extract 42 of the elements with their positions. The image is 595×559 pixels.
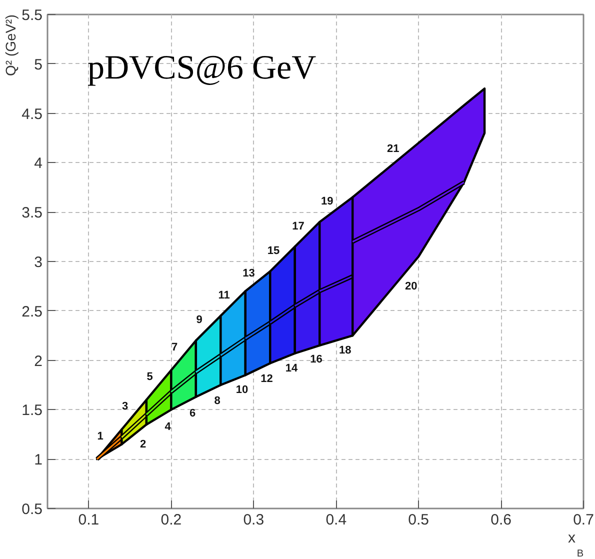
annotation: 14 — [285, 362, 299, 374]
y-tick-label: 3.5 — [22, 204, 43, 222]
y-axis-title: Q² (GeV²) — [2, 14, 18, 76]
annotation: 1 — [97, 430, 104, 442]
y-tick-label: 1.5 — [22, 402, 43, 420]
x-tick-label: 0.2 — [160, 512, 182, 528]
annotation: 20 — [404, 280, 418, 292]
annotation: 7 — [172, 341, 178, 354]
x-tick-label: 0.7 — [573, 512, 594, 528]
annotation: 16 — [310, 353, 322, 366]
annotation: 4 — [164, 421, 172, 434]
annotation: 13 — [242, 267, 255, 280]
y-tick-label: 5.5 — [22, 7, 43, 24]
y-tick-label: 0.5 — [22, 501, 43, 518]
text: pDVCS@6 GeV — [88, 50, 317, 86]
annotation: 19 — [321, 196, 334, 208]
annotation: 8 — [214, 394, 220, 407]
x-tick-label: 0.4 — [326, 512, 347, 528]
annotation: 2 — [140, 438, 146, 450]
y-tick-label: 4 — [34, 155, 42, 172]
x-axis-title: xB — [568, 530, 584, 559]
y-tick-label: 3 — [34, 254, 42, 271]
annotation: 6 — [190, 407, 196, 420]
annotation: 18 — [339, 344, 352, 357]
annotation: 9 — [196, 314, 202, 326]
annotation: 15 — [267, 245, 280, 258]
annotation: 11 — [218, 289, 230, 302]
annotation: 3 — [122, 400, 128, 413]
y-tick-label: 1 — [34, 452, 42, 469]
y-tick-label: 2.5 — [22, 303, 43, 320]
x-tick-label: 0.5 — [408, 512, 430, 528]
x-tick-label: 0.3 — [243, 512, 264, 528]
annotation: 12 — [260, 373, 273, 386]
y-tick-label: 4.5 — [22, 106, 43, 123]
y-tick-label: 5 — [34, 56, 42, 74]
x-tick-label: 0.6 — [490, 512, 512, 528]
annotation: 5 — [146, 371, 153, 383]
annotation: 21 — [386, 142, 400, 155]
annotation: 17 — [292, 220, 304, 232]
annotation: 10 — [236, 384, 248, 396]
x-tick-label: 0.1 — [78, 512, 100, 528]
y-tick-label: 2 — [34, 352, 42, 370]
